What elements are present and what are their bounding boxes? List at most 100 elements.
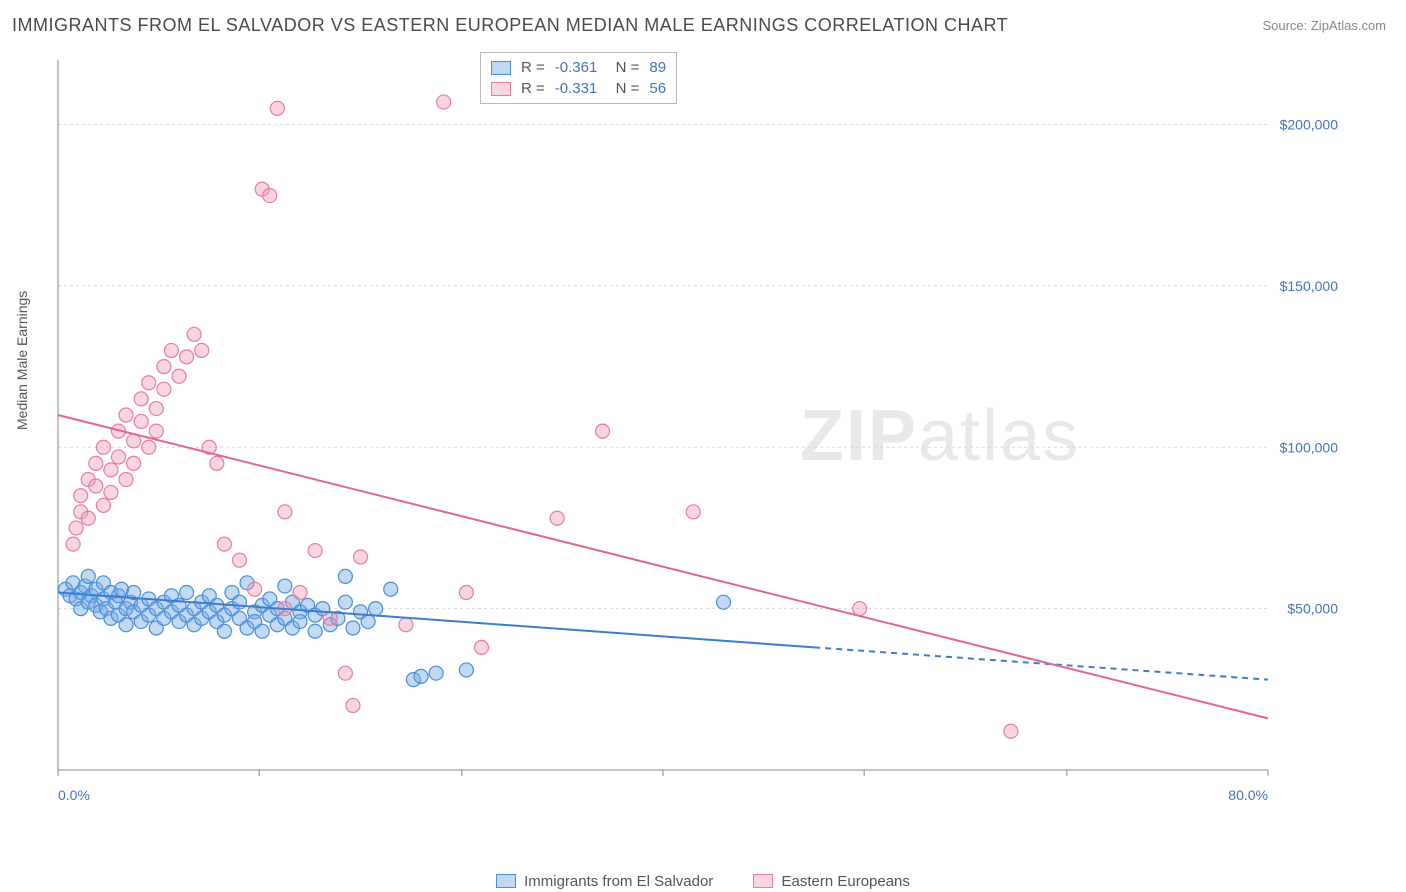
data-point [717,595,731,609]
data-point [66,537,80,551]
data-point [263,189,277,203]
stats-row-series-1: R = -0.361 N = 89 [491,57,666,78]
data-point [346,698,360,712]
data-point [96,498,110,512]
data-point [157,360,171,374]
data-point [187,327,201,341]
data-point [119,618,133,632]
n-label: N = [607,80,639,97]
data-point [255,624,269,638]
data-point [89,479,103,493]
n-value-1: 89 [649,59,666,76]
data-point [217,624,231,638]
n-value-2: 56 [649,80,666,97]
data-point [414,669,428,683]
legend-label-2: Eastern Europeans [781,873,909,890]
y-tick-label: $50,000 [1287,601,1338,617]
data-point [112,450,126,464]
chart-plot-area: $50,000 $100,000 $150,000 $200,000 0.0% 80.0% [48,50,1368,830]
data-point [217,537,231,551]
r-label: R = [521,80,545,97]
data-point [686,505,700,519]
regression-line-extrapolated [814,647,1268,679]
data-point [233,595,247,609]
data-point [142,440,156,454]
data-point [104,463,118,477]
data-point [338,666,352,680]
data-point [308,624,322,638]
data-point [596,424,610,438]
data-point [369,602,383,616]
data-point [149,402,163,416]
r-value-1: -0.361 [555,59,598,76]
data-point [361,615,375,629]
data-point [429,666,443,680]
r-label: R = [521,59,545,76]
swatch-series-2 [491,82,511,96]
data-point [437,95,451,109]
data-point [89,456,103,470]
data-point [248,582,262,596]
data-point [293,586,307,600]
y-tick-label: $150,000 [1280,278,1339,294]
data-point [164,343,178,357]
data-point [399,618,413,632]
data-point [74,489,88,503]
data-point [119,473,133,487]
data-point [81,511,95,525]
data-point [1004,724,1018,738]
data-point [180,586,194,600]
data-point [180,350,194,364]
data-point [96,440,110,454]
y-tick-label: $200,000 [1280,117,1339,133]
data-point [384,582,398,596]
data-point [81,569,95,583]
data-point [119,408,133,422]
data-point [278,579,292,593]
data-point [459,663,473,677]
data-point [338,595,352,609]
source-attribution: Source: ZipAtlas.com [1262,18,1386,33]
data-point [134,414,148,428]
legend-swatch-2 [753,874,773,888]
data-point [210,456,224,470]
data-point [149,424,163,438]
data-point [853,602,867,616]
legend-swatch-1 [496,874,516,888]
scatter-svg: $50,000 $100,000 $150,000 $200,000 0.0% 80.0% [48,50,1368,850]
data-point [354,550,368,564]
x-tick-label: 80.0% [1228,787,1268,803]
x-tick-label: 0.0% [58,787,90,803]
y-axis-label: Median Male Earnings [14,291,30,430]
data-point [104,485,118,499]
series-legend: Immigrants from El Salvador Eastern Euro… [0,873,1406,892]
data-point [157,382,171,396]
data-point [308,544,322,558]
y-tick-label: $100,000 [1280,439,1339,455]
data-point [346,621,360,635]
data-point [142,376,156,390]
data-point [278,505,292,519]
data-point [459,586,473,600]
swatch-series-1 [491,61,511,75]
n-label: N = [607,59,639,76]
data-point [172,369,186,383]
data-point [550,511,564,525]
stats-row-series-2: R = -0.331 N = 56 [491,78,666,99]
data-point [134,392,148,406]
data-point [233,553,247,567]
data-point [293,615,307,629]
regression-line [58,593,814,648]
r-value-2: -0.331 [555,80,598,97]
data-point [475,640,489,654]
legend-item-2: Eastern Europeans [753,873,909,890]
chart-title: IMMIGRANTS FROM EL SALVADOR VS EASTERN E… [12,15,1008,36]
legend-item-1: Immigrants from El Salvador [496,873,713,890]
data-point [69,521,83,535]
legend-label-1: Immigrants from El Salvador [524,873,713,890]
data-point [195,343,209,357]
data-point [338,569,352,583]
data-point [270,101,284,115]
data-point [127,456,141,470]
correlation-stats-box: R = -0.361 N = 89 R = -0.331 N = 56 [480,52,677,104]
